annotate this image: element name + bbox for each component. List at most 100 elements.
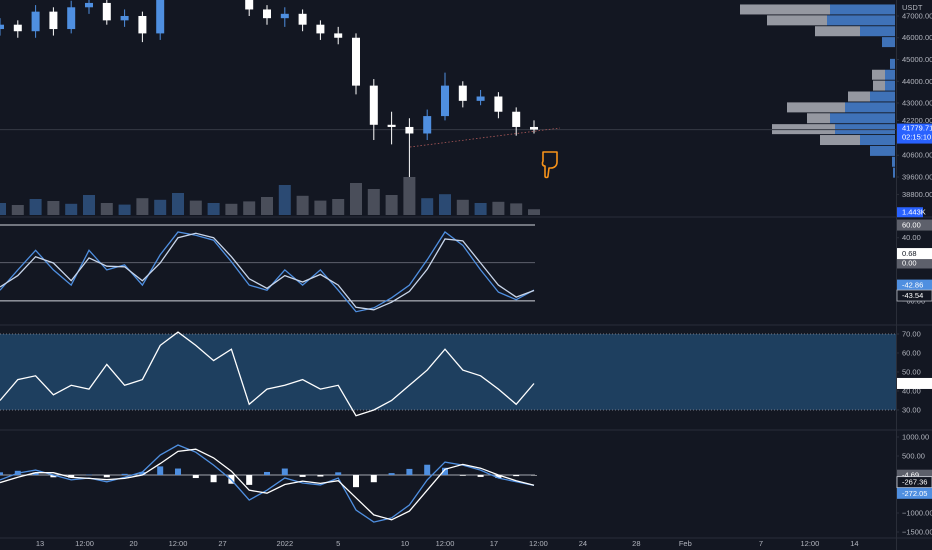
x-tick-label: 13 [36, 539, 44, 548]
price-pane [0, 0, 896, 215]
volume-bar [350, 183, 362, 215]
histogram-bar [246, 474, 253, 485]
histogram-bar [50, 474, 57, 478]
histogram-bar [32, 472, 39, 475]
volume-bar [207, 203, 220, 215]
volume-bar [474, 203, 487, 215]
x-tick-label: 28 [632, 539, 640, 548]
y-tick-label: 70.00 [902, 329, 921, 338]
profile-buy [870, 91, 895, 102]
profile-buy [860, 26, 895, 37]
candle-body [494, 96, 503, 112]
volume-tag [897, 207, 923, 218]
value-tag-label: -267.36 [902, 478, 927, 487]
profile-buy [893, 167, 895, 178]
trend-line [409, 127, 561, 148]
volume-bar [172, 193, 184, 215]
tick-tag [897, 219, 932, 231]
value-tag [897, 377, 932, 389]
oscillator-pane [0, 224, 535, 313]
histogram-bar [192, 474, 199, 479]
candle-body [316, 24, 325, 34]
volume-bar [278, 185, 291, 215]
histogram-bar [531, 474, 537, 476]
series-line [0, 231, 535, 313]
candle-body [334, 33, 343, 38]
histogram-bar [424, 464, 431, 475]
profile-sell [767, 15, 827, 26]
value-tag-label: 0.68 [902, 249, 917, 258]
y-tick-label: 39600.00 [902, 172, 932, 181]
profile-buy [827, 15, 895, 26]
candle-body [530, 126, 538, 130]
profile-buy [860, 135, 895, 146]
volume-tag-label: 1.443K [902, 208, 926, 217]
candle-body [245, 0, 254, 10]
histogram-bar [210, 474, 217, 483]
x-tick-label: 7 [759, 539, 763, 548]
candle-body [441, 85, 449, 117]
volume-bar [136, 198, 149, 215]
profile-sell [787, 102, 845, 113]
volume-bar [243, 201, 256, 215]
profile-sell [872, 69, 885, 80]
y-tick-label: 500.00 [902, 451, 925, 460]
price-tag-label: 41779.71 [902, 124, 932, 133]
value-tag-label: 43.95 [902, 379, 921, 388]
x-tick-label: 5 [336, 539, 340, 548]
volume-bar [0, 203, 6, 215]
profile-buy [870, 145, 895, 156]
volume-bar [100, 203, 113, 215]
volume-bar [296, 195, 309, 215]
histogram-bar [495, 474, 502, 479]
candle-body [0, 24, 4, 30]
histogram-bar [68, 474, 75, 478]
volume-bar [11, 205, 24, 215]
candle-body [369, 85, 378, 125]
value-tag [897, 487, 932, 499]
x-tick-label: 14 [850, 539, 858, 548]
y-tick-label: 45000.00 [902, 55, 932, 64]
histogram-bar [406, 468, 413, 475]
candle-body [352, 37, 360, 86]
volume-bar [47, 201, 60, 215]
y-tick-label: 60.00 [902, 221, 921, 230]
histogram-bar [353, 474, 359, 488]
histogram-bar [281, 468, 288, 475]
value-tag-label: -272.05 [902, 489, 927, 498]
volume-bar [65, 203, 78, 215]
histogram-bar [459, 474, 466, 476]
x-tick-label: 27 [218, 539, 226, 548]
x-tick-label: 24 [579, 539, 587, 548]
y-tick-label: 50.00 [902, 367, 921, 376]
y-tick-label: 0.00 [902, 258, 917, 267]
histogram-bar [299, 474, 306, 477]
x-tick-label: 10 [401, 539, 409, 548]
histogram-bar [86, 474, 92, 476]
profile-sell [740, 4, 830, 15]
y-tick-label: 42200.00 [902, 116, 932, 125]
x-tick-label: 12:00 [436, 539, 455, 548]
series-line [0, 448, 535, 521]
histogram-bar [513, 474, 520, 477]
volume-bar [189, 200, 202, 215]
profile-sell [815, 26, 860, 37]
volume-bar [314, 200, 327, 215]
volume-bar [439, 194, 451, 215]
y-tick-label: 60.00 [902, 348, 921, 357]
volume-bar [385, 195, 398, 215]
candle-body [120, 15, 129, 21]
candle-body [458, 85, 467, 101]
profile-sell [820, 135, 860, 146]
profile-buy [882, 37, 895, 48]
candle-body [67, 7, 76, 30]
candle-body [85, 2, 93, 8]
candle-body [387, 124, 396, 127]
value-tag [897, 279, 932, 291]
volume-bar [492, 201, 505, 215]
volume-bar [510, 203, 523, 215]
value-tag [897, 469, 932, 481]
